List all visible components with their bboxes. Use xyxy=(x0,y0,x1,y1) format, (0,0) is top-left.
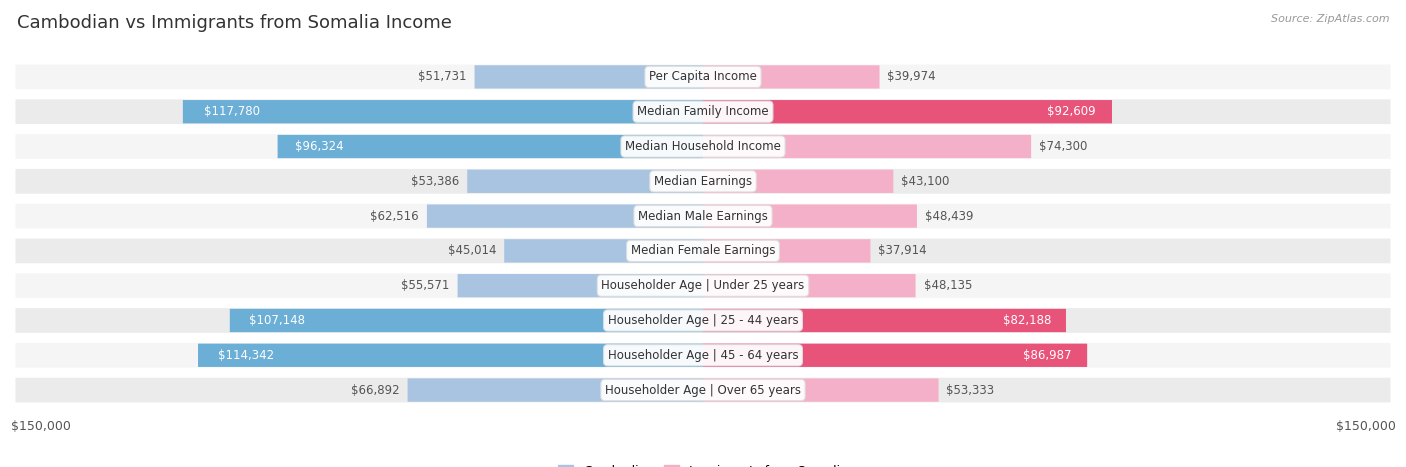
Text: $37,914: $37,914 xyxy=(879,244,927,257)
Text: Median Male Earnings: Median Male Earnings xyxy=(638,210,768,223)
FancyBboxPatch shape xyxy=(703,170,893,193)
Text: $48,135: $48,135 xyxy=(924,279,972,292)
FancyBboxPatch shape xyxy=(277,135,703,158)
Text: $62,516: $62,516 xyxy=(370,210,419,223)
FancyBboxPatch shape xyxy=(703,205,917,228)
Text: $48,439: $48,439 xyxy=(925,210,973,223)
FancyBboxPatch shape xyxy=(427,205,703,228)
FancyBboxPatch shape xyxy=(703,274,915,297)
Text: $74,300: $74,300 xyxy=(1039,140,1087,153)
Text: $92,609: $92,609 xyxy=(1047,105,1095,118)
FancyBboxPatch shape xyxy=(14,98,1392,126)
Text: $86,987: $86,987 xyxy=(1024,349,1071,362)
FancyBboxPatch shape xyxy=(408,378,703,402)
FancyBboxPatch shape xyxy=(14,133,1392,160)
FancyBboxPatch shape xyxy=(229,309,703,332)
FancyBboxPatch shape xyxy=(198,344,703,367)
Text: Median Family Income: Median Family Income xyxy=(637,105,769,118)
FancyBboxPatch shape xyxy=(14,202,1392,230)
FancyBboxPatch shape xyxy=(14,307,1392,334)
Text: $82,188: $82,188 xyxy=(1002,314,1052,327)
FancyBboxPatch shape xyxy=(467,170,703,193)
Text: $117,780: $117,780 xyxy=(204,105,260,118)
Text: $53,386: $53,386 xyxy=(411,175,460,188)
Text: Median Household Income: Median Household Income xyxy=(626,140,780,153)
FancyBboxPatch shape xyxy=(703,100,1112,123)
FancyBboxPatch shape xyxy=(183,100,703,123)
FancyBboxPatch shape xyxy=(475,65,703,89)
Text: $43,100: $43,100 xyxy=(901,175,949,188)
Text: $96,324: $96,324 xyxy=(295,140,343,153)
Text: Median Earnings: Median Earnings xyxy=(654,175,752,188)
FancyBboxPatch shape xyxy=(14,376,1392,404)
FancyBboxPatch shape xyxy=(703,239,870,262)
FancyBboxPatch shape xyxy=(703,344,1087,367)
FancyBboxPatch shape xyxy=(14,272,1392,299)
Text: Cambodian vs Immigrants from Somalia Income: Cambodian vs Immigrants from Somalia Inc… xyxy=(17,14,451,32)
Text: Median Female Earnings: Median Female Earnings xyxy=(631,244,775,257)
Text: Householder Age | Over 65 years: Householder Age | Over 65 years xyxy=(605,383,801,396)
FancyBboxPatch shape xyxy=(703,135,1031,158)
FancyBboxPatch shape xyxy=(703,378,939,402)
Text: $66,892: $66,892 xyxy=(352,383,399,396)
Text: Householder Age | 45 - 64 years: Householder Age | 45 - 64 years xyxy=(607,349,799,362)
Text: $114,342: $114,342 xyxy=(218,349,274,362)
FancyBboxPatch shape xyxy=(457,274,703,297)
FancyBboxPatch shape xyxy=(703,65,880,89)
FancyBboxPatch shape xyxy=(14,63,1392,91)
Text: Source: ZipAtlas.com: Source: ZipAtlas.com xyxy=(1271,14,1389,24)
FancyBboxPatch shape xyxy=(505,239,703,262)
Text: $55,571: $55,571 xyxy=(401,279,450,292)
Text: $45,014: $45,014 xyxy=(447,244,496,257)
Text: $39,974: $39,974 xyxy=(887,71,936,84)
Text: $53,333: $53,333 xyxy=(946,383,994,396)
FancyBboxPatch shape xyxy=(14,168,1392,195)
Text: Householder Age | Under 25 years: Householder Age | Under 25 years xyxy=(602,279,804,292)
Text: $51,731: $51,731 xyxy=(418,71,467,84)
Text: $107,148: $107,148 xyxy=(249,314,305,327)
FancyBboxPatch shape xyxy=(14,237,1392,265)
FancyBboxPatch shape xyxy=(14,341,1392,369)
FancyBboxPatch shape xyxy=(703,309,1066,332)
Text: Householder Age | 25 - 44 years: Householder Age | 25 - 44 years xyxy=(607,314,799,327)
Text: Per Capita Income: Per Capita Income xyxy=(650,71,756,84)
Legend: Cambodian, Immigrants from Somalia: Cambodian, Immigrants from Somalia xyxy=(553,460,853,467)
